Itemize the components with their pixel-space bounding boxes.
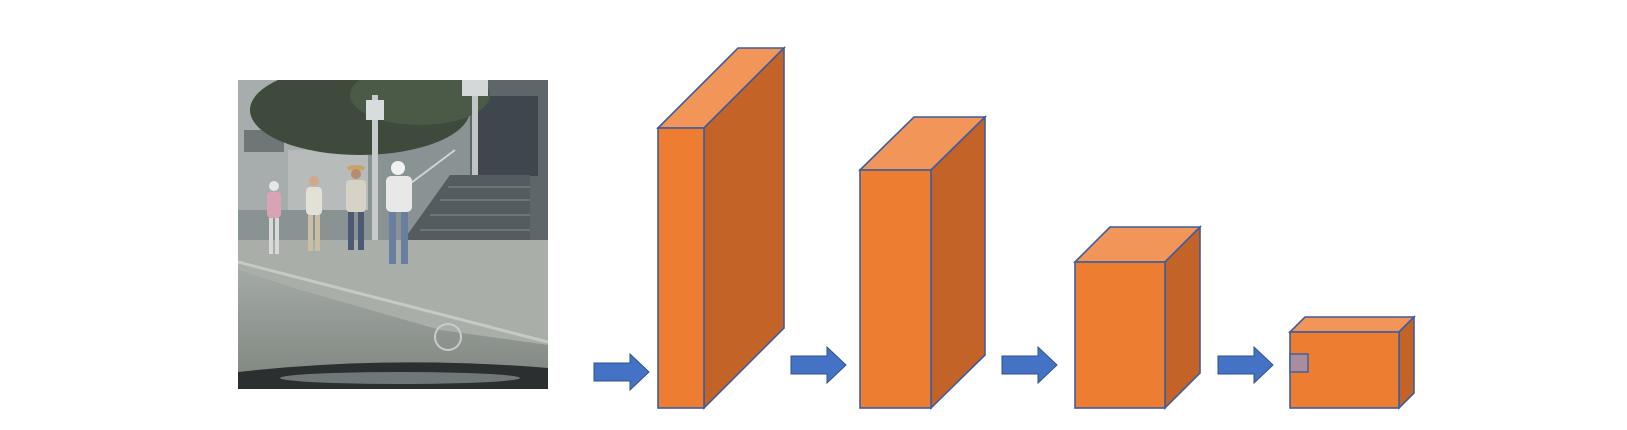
street-pole-1-sign xyxy=(366,100,384,120)
feature-block-1-front xyxy=(657,127,705,409)
feature-block-4 xyxy=(1288,315,1416,410)
feature-block-1 xyxy=(656,46,786,410)
street-pole-2-sign xyxy=(462,80,488,96)
sidewalk xyxy=(238,240,548,345)
stair-lines xyxy=(420,186,530,231)
curb xyxy=(238,260,548,344)
feature-block-3 xyxy=(1073,225,1202,410)
feature-block-2-front xyxy=(859,169,932,409)
road xyxy=(238,270,548,389)
feature-block-4-side xyxy=(1398,315,1415,410)
pedestrian-4 xyxy=(386,161,412,264)
pedestrian-3 xyxy=(346,165,366,250)
arrow-3 xyxy=(1001,345,1058,385)
tree-canopy-2 xyxy=(350,80,490,125)
staircase xyxy=(400,175,530,245)
arrow-2 xyxy=(790,345,847,385)
arrow-1 xyxy=(593,352,650,392)
street-pole-1 xyxy=(372,95,378,245)
input-photo xyxy=(238,80,548,389)
pedestrian-2 xyxy=(306,176,322,251)
feature-block-4-patch xyxy=(1289,353,1309,373)
pedestrian-1 xyxy=(267,181,281,254)
feature-block-4-top xyxy=(1288,316,1416,333)
building-right-glass xyxy=(478,96,538,176)
street-pole-2 xyxy=(472,85,478,250)
feature-block-3-front xyxy=(1074,261,1166,409)
hood-reflection xyxy=(280,372,520,384)
car-emblem xyxy=(434,323,462,351)
arrow-4 xyxy=(1217,345,1274,385)
feature-block-2 xyxy=(858,115,987,410)
